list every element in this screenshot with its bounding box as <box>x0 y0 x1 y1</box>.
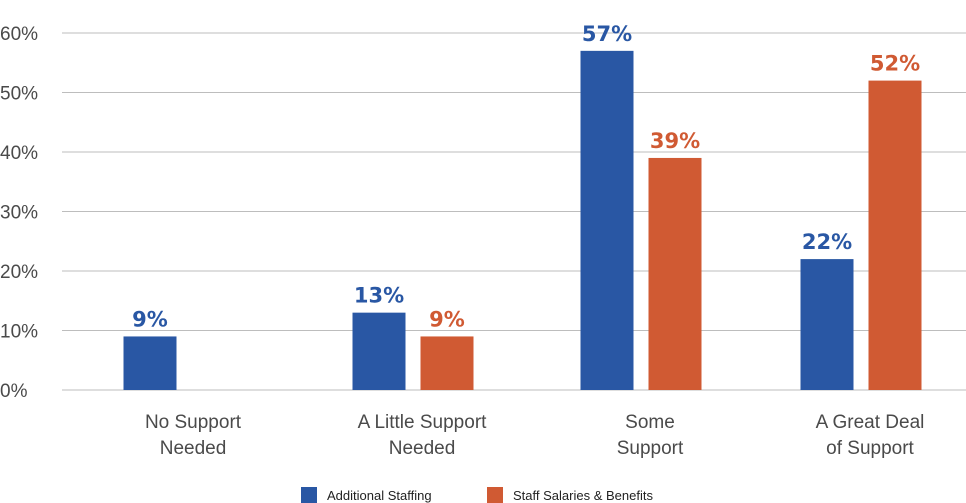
data-label: 52% <box>870 52 920 76</box>
category-label: Needed <box>389 438 456 459</box>
bar-staffing-0 <box>123 336 177 390</box>
data-label: 9% <box>429 307 465 331</box>
y-axis-tick-labels: 0% 10% 20% 30% 40% 50% 60% <box>0 24 38 402</box>
x-axis-category-labels: No Support Needed A Little Support Needed So… <box>145 412 924 459</box>
data-label: 13% <box>354 284 404 308</box>
category-label: Some <box>625 412 675 433</box>
data-label: 57% <box>582 22 632 46</box>
category-label: Support <box>617 438 684 459</box>
data-labels: 9% 13% 57% 22% 9% 39% 52% <box>132 22 920 332</box>
y-tick-label: 40% <box>0 143 38 164</box>
y-tick-label: 10% <box>0 322 38 343</box>
legend-swatch <box>487 487 503 503</box>
y-tick-label: 50% <box>0 84 38 105</box>
bar-salaries-1 <box>420 336 474 390</box>
bar-staffing-2 <box>580 50 634 390</box>
y-tick-label: 30% <box>0 203 38 224</box>
category-label: of Support <box>826 438 914 459</box>
legend: Additional Staffing Staff Salaries & Bene… <box>301 487 653 503</box>
category-label: A Great Deal <box>816 412 925 433</box>
bar-salaries-3 <box>868 80 922 390</box>
y-tick-label: 60% <box>0 24 38 45</box>
y-tick-label: 0% <box>0 381 28 402</box>
data-label: 9% <box>132 307 168 331</box>
bars <box>123 50 922 390</box>
bar-staffing-3 <box>800 259 854 390</box>
y-tick-label: 20% <box>0 262 38 283</box>
data-label: 22% <box>802 230 852 254</box>
legend-label: Additional Staffing <box>327 488 432 503</box>
category-label: Needed <box>160 438 227 459</box>
category-label: No Support <box>145 412 242 433</box>
gridlines <box>62 32 966 391</box>
legend-label: Staff Salaries & Benefits <box>513 488 653 503</box>
data-label: 39% <box>650 129 700 153</box>
bar-staffing-1 <box>352 312 406 390</box>
legend-swatch <box>301 487 317 503</box>
category-label: A Little Support <box>358 412 488 433</box>
bar-salaries-2 <box>648 157 702 390</box>
